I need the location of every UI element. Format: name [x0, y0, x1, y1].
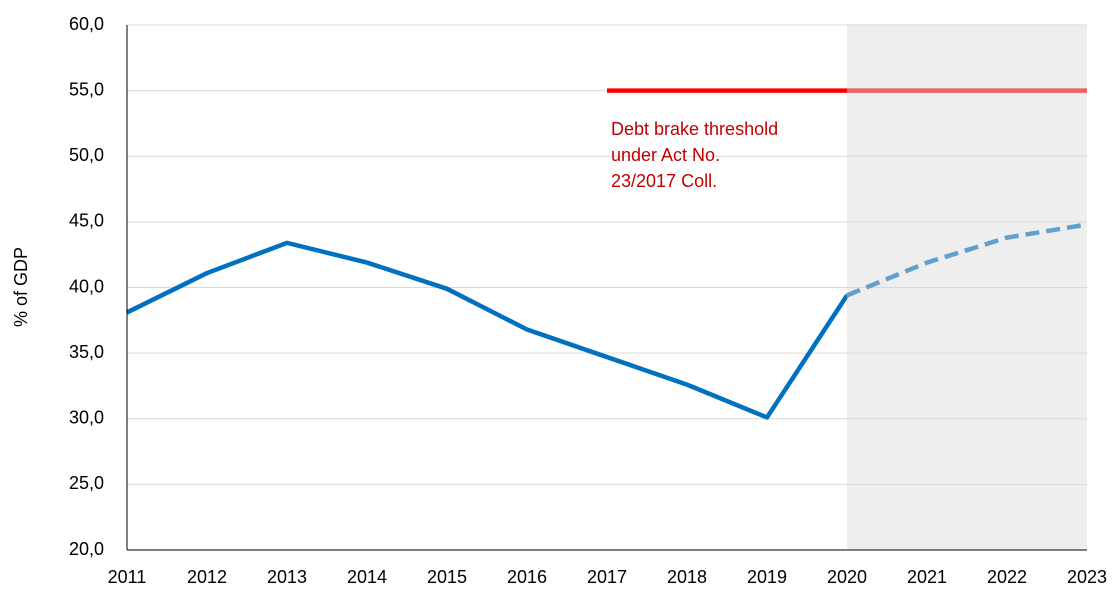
- forecast-shade: [847, 25, 1087, 550]
- annotation: under Act No.: [611, 145, 720, 165]
- x-tick-label: 2012: [187, 567, 227, 587]
- x-tick-label: 2021: [907, 567, 947, 587]
- x-tick-label: 2017: [587, 567, 627, 587]
- x-tick-label: 2014: [347, 567, 387, 587]
- y-tick-label: 50,0: [69, 145, 104, 165]
- y-tick-label: 60,0: [69, 14, 104, 34]
- y-tick-label: 25,0: [69, 473, 104, 493]
- x-tick-label: 2016: [507, 567, 547, 587]
- x-tick-label: 2013: [267, 567, 307, 587]
- x-tick-label: 2011: [108, 567, 147, 587]
- series-line: [126, 240, 849, 420]
- y-tick-label: 40,0: [69, 276, 104, 296]
- y-tick-label: 35,0: [69, 342, 104, 362]
- y-tick-label: 30,0: [69, 408, 104, 428]
- x-tick-label: 2023: [1067, 567, 1107, 587]
- x-tick-label: 2019: [747, 567, 787, 587]
- x-tick-label: 2022: [987, 567, 1027, 587]
- annotation: 23/2017 Coll.: [611, 171, 717, 191]
- x-tick-label: 2020: [827, 567, 867, 587]
- annotation: Debt brake threshold: [611, 119, 778, 139]
- x-tick-label: 2015: [427, 567, 467, 587]
- series-line: [846, 222, 1088, 298]
- y-axis-label: % of GDP: [11, 247, 31, 327]
- y-tick-label: 55,0: [69, 79, 104, 99]
- y-tick-label: 20,0: [69, 539, 104, 559]
- x-tick-label: 2018: [667, 567, 707, 587]
- y-tick-label: 45,0: [69, 211, 104, 231]
